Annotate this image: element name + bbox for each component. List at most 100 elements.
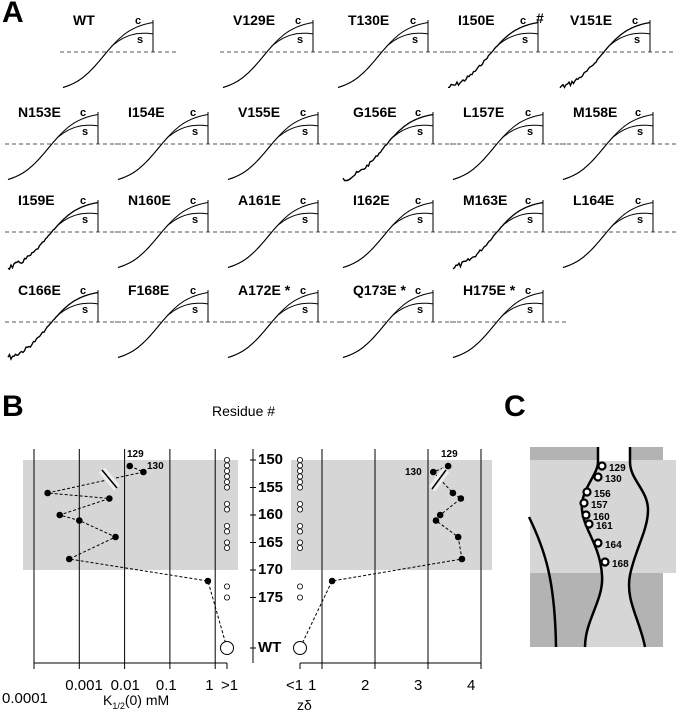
current-trace	[225, 112, 342, 180]
label-c: c	[80, 285, 87, 297]
trace-title: V129E	[233, 12, 276, 28]
residue-site-label: 156	[594, 489, 611, 500]
x-tick-label: 4	[467, 677, 476, 694]
residue-site-marker	[579, 498, 589, 508]
x-tick-label: 3	[414, 677, 423, 694]
trace-s	[117, 302, 209, 358]
axis-break-line	[431, 469, 447, 490]
x-tick-label: 2	[361, 677, 370, 694]
zdelta-axis-title: zδ	[297, 697, 312, 713]
label-c: c	[525, 285, 532, 297]
label-s: s	[302, 126, 309, 138]
data-point-open	[223, 484, 230, 491]
trace-cell: G156E c s	[335, 102, 457, 187]
data-point-filled	[430, 468, 437, 476]
label-s: s	[522, 34, 529, 46]
label-c: c	[190, 195, 197, 207]
current-trace	[5, 112, 122, 180]
data-point-open	[223, 545, 230, 552]
data-point-open	[223, 528, 230, 535]
residue-site-marker	[581, 510, 591, 520]
trace-cell: T130E c s	[330, 10, 452, 95]
trace-title: V151E	[570, 12, 613, 28]
x-tick-label: <1	[286, 677, 304, 694]
label-c: c	[190, 107, 197, 119]
trace-title: N153E	[18, 104, 61, 120]
pore-lumen	[581, 447, 648, 647]
data-point-filled	[328, 577, 336, 585]
pore-wall-right-inner	[627, 447, 650, 648]
residue-tick-label: 160	[258, 506, 284, 523]
wt-point	[220, 641, 234, 655]
data-point-filled	[458, 555, 466, 563]
x-tick-label: >1	[221, 677, 239, 694]
label-s: s	[302, 214, 309, 226]
trace-s	[117, 212, 209, 268]
residue-tick-label: 175	[258, 588, 284, 606]
x-tick-label: 0.01	[110, 677, 140, 694]
current-trace	[60, 20, 177, 88]
current-trace	[450, 200, 567, 270]
trace-title: WT	[73, 12, 95, 28]
label-c: c	[410, 15, 417, 27]
data-point-filled	[449, 489, 457, 497]
residue-site-label: 157	[591, 500, 608, 511]
trace-cell: M158E c s	[555, 102, 676, 187]
dashed-connector	[47, 465, 228, 649]
current-trace	[5, 200, 122, 271]
x-tick-label: 0.1	[155, 677, 177, 694]
label-s: s	[417, 304, 424, 316]
label-c: c	[80, 195, 87, 207]
k-main: K	[103, 692, 113, 708]
panel-c-letter: C	[504, 390, 526, 423]
current-trace	[340, 112, 457, 182]
trace-title: M158E	[573, 104, 618, 120]
data-point-filled	[76, 517, 83, 524]
label-s: s	[82, 304, 89, 316]
residue-site-marker	[584, 519, 594, 529]
residue-site-label: 160	[593, 512, 610, 523]
label-c: c	[80, 107, 87, 119]
label-s: s	[302, 304, 309, 316]
trace-cell: WT c s	[55, 10, 177, 95]
data-point-filled	[112, 533, 119, 541]
trace-s	[7, 302, 99, 360]
residue-site-label: 168	[612, 559, 629, 570]
point-label-129: 129	[127, 449, 144, 460]
label-s: s	[527, 126, 534, 138]
current-trace	[225, 290, 342, 358]
label-c: c	[300, 195, 307, 207]
residue-site-marker	[593, 472, 603, 482]
current-trace	[220, 20, 337, 88]
label-s: s	[192, 214, 199, 226]
label-c: c	[632, 15, 639, 27]
trace-s	[562, 212, 654, 268]
trace-title: A161E	[238, 192, 281, 208]
trace-cell: M163E c s	[445, 190, 567, 275]
trace-title: I154E	[128, 104, 165, 120]
trace-s	[342, 302, 434, 358]
data-point-filled	[444, 462, 452, 470]
label-s: s	[527, 214, 534, 226]
top-opening	[599, 447, 629, 461]
trace-title: M163E	[463, 192, 508, 208]
label-s: s	[137, 34, 144, 46]
trace-s	[562, 124, 654, 180]
current-trace	[557, 20, 674, 89]
trace-cell: I159E c s	[0, 190, 122, 275]
residue-site-marker	[593, 538, 603, 548]
trace-cell: N160E c s	[110, 190, 232, 275]
axis-break-line	[101, 469, 118, 489]
trace-cell: V151E c s	[552, 10, 674, 95]
trace-s	[62, 32, 154, 88]
trace-s	[452, 302, 544, 358]
label-s: s	[82, 126, 89, 138]
pore-wall-left-outer	[527, 516, 558, 648]
trace-title: I162E	[353, 192, 390, 208]
current-trace	[445, 20, 562, 89]
trace-s	[117, 124, 209, 180]
label-s: s	[417, 126, 424, 138]
trace-s	[559, 32, 651, 89]
k-rest: (0) mM	[124, 692, 170, 708]
